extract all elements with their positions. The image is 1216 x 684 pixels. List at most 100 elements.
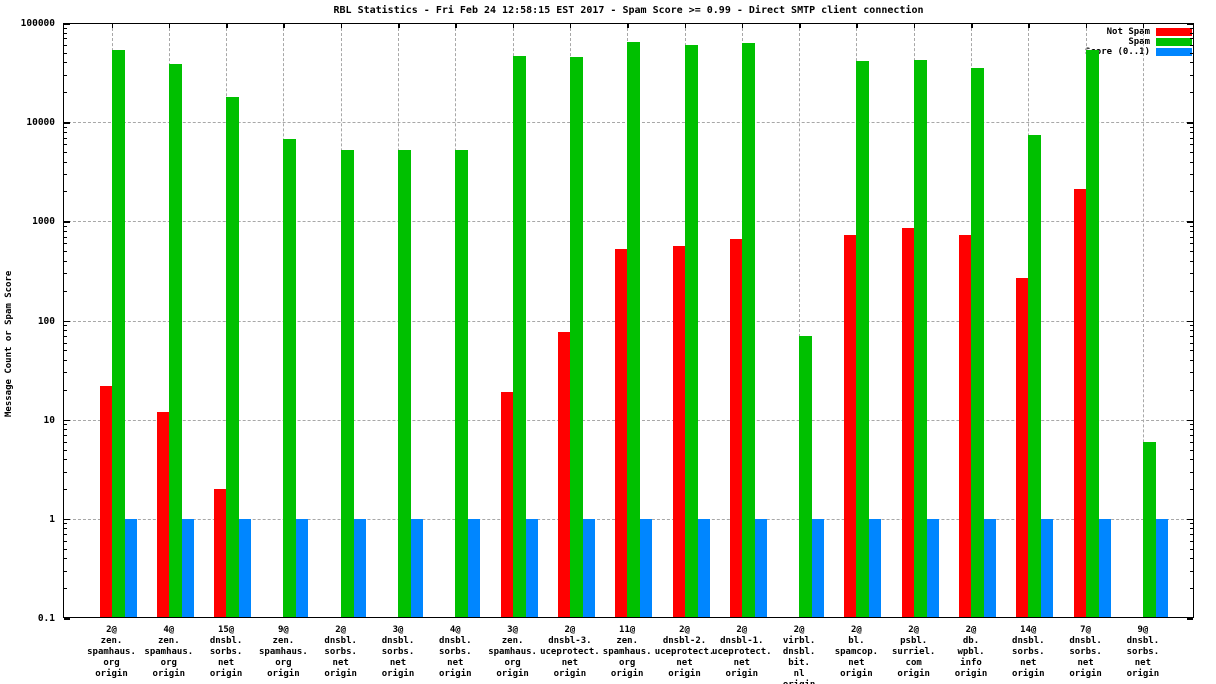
x-tick-label: 9@ zen. spamhaus. org origin <box>259 625 308 679</box>
y-minor-tick-mark <box>1190 260 1193 262</box>
y-minor-tick-mark <box>1190 441 1193 443</box>
x-tick-label: 2@ db. wpbl. info origin <box>954 625 988 679</box>
x-tick-label: 7@ dnsbl. sorbs. net origin <box>1069 625 1102 679</box>
x-tick-mark <box>684 23 686 28</box>
bar-spam <box>283 139 297 618</box>
x-tick-label: 2@ dnsbl-3. uceprotect. net origin <box>540 625 600 679</box>
y-minor-tick-mark <box>1190 523 1193 525</box>
x-tick-label: 9@ dnsbl. sorbs. net origin <box>1126 625 1160 679</box>
bar-score <box>353 518 366 618</box>
y-minor-tick-mark <box>64 45 67 46</box>
x-tick-label: 4@ zen. spamhaus. org origin <box>144 625 194 679</box>
y-minor-tick-mark <box>1190 32 1193 34</box>
y-minor-tick-mark <box>64 570 67 572</box>
x-tick-mark <box>512 23 515 28</box>
bar-spam <box>1085 49 1099 618</box>
y-minor-tick-mark <box>1190 290 1193 292</box>
x-tick-mark <box>569 23 572 28</box>
y-minor-tick-mark <box>64 435 67 437</box>
y-minor-tick-mark <box>64 243 67 245</box>
y-minor-tick-mark <box>1190 243 1193 245</box>
bar-spam <box>913 60 927 618</box>
y-minor-tick-mark <box>1190 540 1193 542</box>
y-minor-tick-mark <box>64 174 67 176</box>
y-minor-tick-mark <box>1190 570 1193 572</box>
bar-score <box>1041 518 1054 618</box>
y-minor-tick-mark <box>64 27 67 29</box>
bar-spam <box>1028 135 1042 618</box>
y-minor-tick-mark <box>64 251 67 253</box>
y-minor-tick-mark <box>1190 350 1193 352</box>
legend-label: Not Spam <box>1106 27 1150 37</box>
bar-spam <box>856 61 870 618</box>
y-minor-tick-mark <box>1190 38 1193 40</box>
x-tick-label: 2@ zen. spamhaus. org origin <box>87 625 136 679</box>
y-minor-tick-mark <box>1190 161 1193 163</box>
y-minor-tick-mark <box>64 230 67 232</box>
y-minor-tick-mark <box>1190 429 1193 431</box>
legend: Not Spam Spam Score (0..1) <box>1085 27 1192 57</box>
y-minor-tick-mark <box>64 236 67 238</box>
y-minor-tick-mark <box>64 429 67 431</box>
legend-label: Spam <box>1128 37 1150 47</box>
bar-score <box>525 518 538 618</box>
y-tick-mark <box>64 221 70 223</box>
y-axis-label: Message Count or Spam Score <box>4 270 14 417</box>
y-minor-tick-mark <box>64 441 67 443</box>
x-tick-label: 15@ dnsbl. sorbs. net origin <box>209 625 243 679</box>
y-minor-tick-mark <box>64 488 67 490</box>
x-tick-mark <box>283 23 285 28</box>
y-minor-tick-mark <box>64 52 67 54</box>
bar-spam <box>168 63 182 618</box>
y-tick-label: 100000 <box>20 18 55 29</box>
y-tick-mark <box>64 419 70 422</box>
y-minor-tick-mark <box>64 290 67 292</box>
bar-not-spam <box>557 331 570 618</box>
y-minor-tick-mark <box>1190 449 1193 451</box>
y-minor-tick-mark <box>64 74 67 76</box>
bar-spam <box>799 335 813 618</box>
legend-swatch-score-icon <box>1156 48 1192 56</box>
x-tick-label: 2@ dnsbl. sorbs. net origin <box>324 625 357 679</box>
bar-score <box>582 518 595 618</box>
bar-score <box>812 518 825 618</box>
y-minor-tick-mark <box>1190 236 1193 238</box>
bar-score <box>984 518 996 618</box>
legend-entry: Not Spam <box>1085 27 1192 37</box>
x-tick-mark <box>340 23 343 28</box>
y-minor-tick-mark <box>1190 588 1193 590</box>
y-minor-tick-mark <box>1190 359 1193 361</box>
y-minor-tick-mark <box>1190 126 1193 128</box>
x-tick-label: 2@ psbl. surriel. com origin <box>892 625 936 679</box>
bar-not-spam <box>615 248 628 618</box>
y-tick-mark <box>1187 320 1193 322</box>
y-tick-label: 100 <box>37 315 55 327</box>
y-minor-tick-mark <box>64 335 67 337</box>
bar-spam <box>111 50 125 618</box>
y-minor-tick-mark <box>1190 131 1193 133</box>
y-tick-mark <box>64 320 70 322</box>
y-minor-tick-mark <box>1190 273 1193 275</box>
x-tick-mark <box>226 23 228 28</box>
x-tick-label: 2@ bl. spamcop. net origin <box>834 625 879 679</box>
y-minor-tick-mark <box>64 131 67 133</box>
y-minor-tick-mark <box>64 424 67 426</box>
y-tick-label: 1 <box>49 513 55 525</box>
bar-score <box>1098 518 1111 618</box>
y-tick-mark <box>1187 419 1193 422</box>
y-minor-tick-mark <box>1190 534 1193 536</box>
y-minor-tick-mark <box>64 449 67 451</box>
x-tick-mark <box>856 23 858 28</box>
y-minor-tick-mark <box>64 548 67 550</box>
bar-spam <box>340 149 354 618</box>
y-tick-mark <box>64 618 70 620</box>
y-minor-tick-mark <box>1190 74 1193 76</box>
legend-label: Score (0..1) <box>1084 47 1150 57</box>
bar-spam <box>627 41 641 618</box>
legend-swatch-spam-icon <box>1156 38 1192 46</box>
y-minor-tick-mark <box>64 38 67 40</box>
y-tick-mark <box>64 23 70 25</box>
bar-spam <box>569 57 583 618</box>
y-minor-tick-mark <box>64 540 67 542</box>
bar-score <box>697 518 710 618</box>
